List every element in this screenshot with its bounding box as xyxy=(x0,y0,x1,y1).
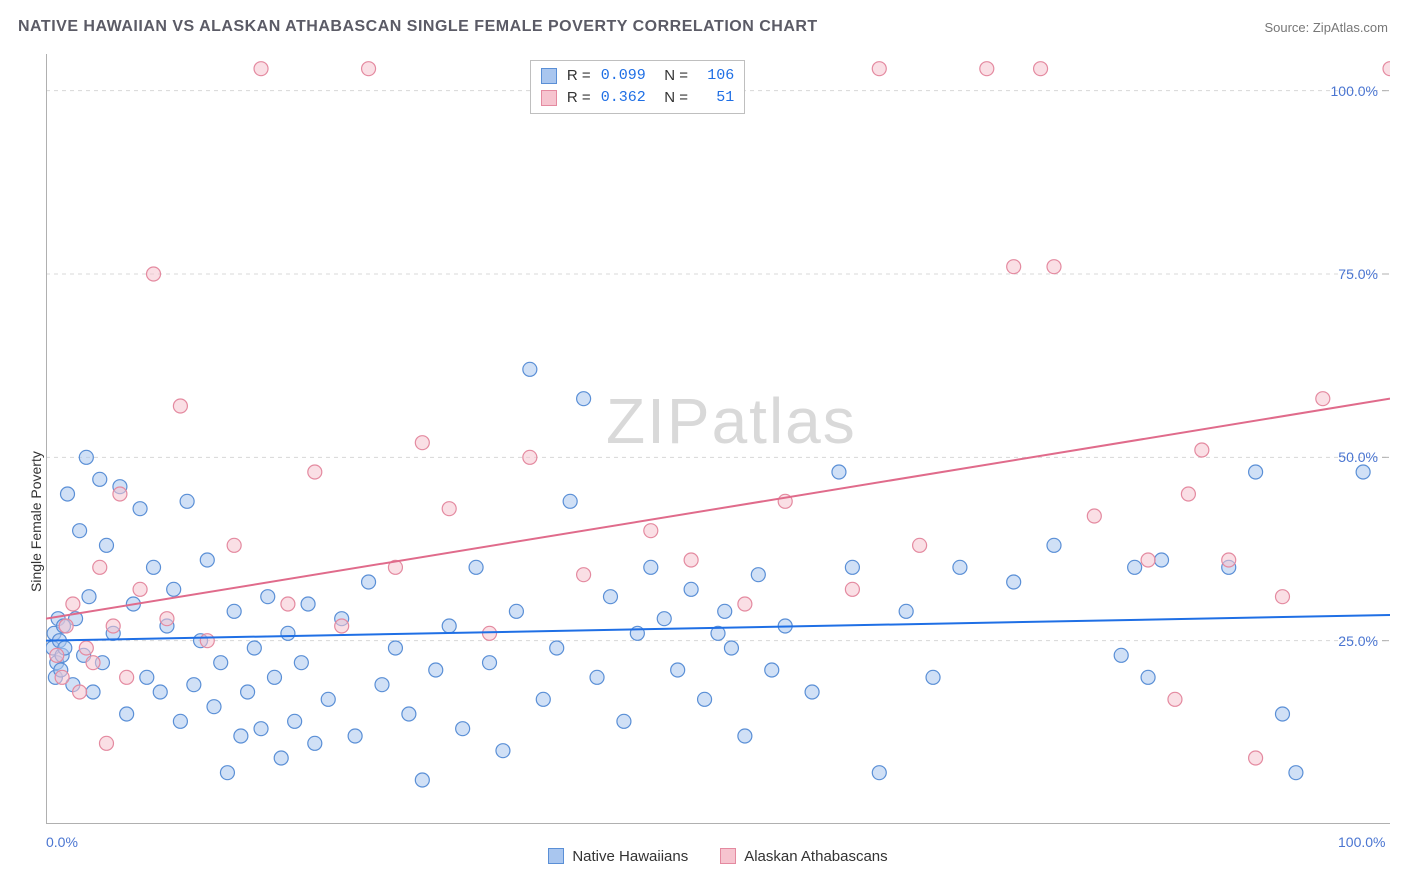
stats-n-value: 51 xyxy=(698,87,734,109)
chart-title: NATIVE HAWAIIAN VS ALASKAN ATHABASCAN SI… xyxy=(18,18,818,35)
stats-r-value: 0.362 xyxy=(601,87,646,109)
source-prefix: Source: xyxy=(1264,20,1312,35)
legend-label-pink: Alaskan Athabascans xyxy=(744,848,887,865)
stats-row: R = 0.362 N = 51 xyxy=(541,87,734,109)
correlation-stats-box: R = 0.099 N = 106R = 0.362 N = 51 xyxy=(530,60,745,114)
stats-swatch xyxy=(541,90,557,106)
legend-swatch-pink xyxy=(720,848,736,864)
stats-row: R = 0.099 N = 106 xyxy=(541,65,734,87)
stats-r-value: 0.099 xyxy=(601,65,646,87)
y-tick-label: 50.0% xyxy=(1338,449,1378,465)
legend-swatch-blue xyxy=(548,848,564,864)
y-tick-label: 100.0% xyxy=(1331,83,1378,99)
legend-item-pink: Alaskan Athabascans xyxy=(720,848,887,865)
scatter-chart-svg xyxy=(46,54,1390,824)
stats-r-label: R = xyxy=(567,87,595,109)
legend-item-blue: Native Hawaiians xyxy=(548,848,688,865)
y-tick-label: 25.0% xyxy=(1338,633,1378,649)
stats-r-label: R = xyxy=(567,65,595,87)
chart-plot-area: ZIPatlas R = 0.099 N = 106R = 0.362 N = … xyxy=(46,54,1390,824)
source-attribution: Source: ZipAtlas.com xyxy=(1264,20,1388,35)
stats-n-value: 106 xyxy=(698,65,734,87)
stats-n-label: N = xyxy=(652,87,692,109)
y-axis-title: Single Female Poverty xyxy=(28,451,44,592)
source-link[interactable]: ZipAtlas.com xyxy=(1313,20,1388,35)
legend-label-blue: Native Hawaiians xyxy=(572,848,688,865)
legend-bottom: Native Hawaiians Alaskan Athabascans xyxy=(46,836,1390,876)
stats-n-label: N = xyxy=(652,65,692,87)
stats-swatch xyxy=(541,68,557,84)
y-tick-label: 75.0% xyxy=(1338,266,1378,282)
